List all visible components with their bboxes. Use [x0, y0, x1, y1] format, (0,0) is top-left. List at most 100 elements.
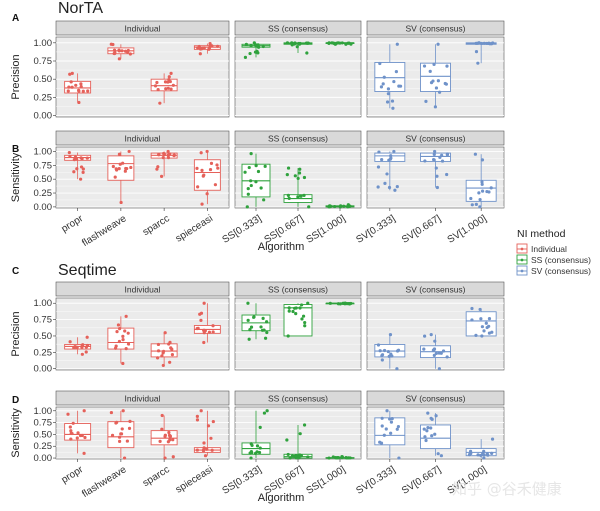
data-point	[479, 41, 484, 46]
data-point	[247, 165, 251, 170]
x-tick-label: propr	[60, 213, 86, 235]
data-point	[434, 351, 438, 356]
facet-strip-label: Individual	[125, 285, 161, 295]
data-point	[125, 439, 129, 443]
data-point	[73, 344, 77, 349]
x-tick-label: flashweave	[80, 464, 129, 500]
legend-item-label: Individual	[531, 244, 567, 254]
facet-strip	[55, 130, 230, 146]
data-point	[118, 439, 122, 443]
data-point	[444, 82, 448, 86]
data-point	[422, 64, 427, 68]
facet-strip	[55, 281, 230, 297]
data-point	[195, 448, 199, 452]
data-point	[123, 169, 127, 173]
data-point	[195, 166, 199, 170]
data-point	[84, 350, 88, 354]
data-point	[348, 204, 352, 208]
data-point	[202, 446, 206, 450]
section-title: Seqtime	[58, 262, 117, 279]
data-point	[262, 328, 266, 332]
data-point	[243, 55, 248, 59]
data-point	[485, 189, 489, 194]
data-point	[436, 452, 440, 456]
data-point	[259, 186, 263, 190]
data-point	[169, 346, 173, 350]
data-point	[256, 169, 261, 174]
data-point	[477, 191, 481, 195]
data-point	[202, 340, 206, 345]
data-point	[202, 173, 206, 177]
data-point	[201, 46, 205, 50]
data-point	[381, 82, 385, 86]
data-point	[285, 173, 289, 177]
data-point	[340, 41, 344, 45]
data-point	[119, 200, 123, 205]
data-point	[383, 181, 387, 185]
data-point	[80, 345, 84, 349]
data-point	[117, 326, 122, 331]
data-point	[293, 174, 297, 178]
data-point	[127, 426, 132, 430]
data-point	[128, 52, 132, 56]
data-point	[345, 302, 349, 306]
data-point	[80, 352, 84, 356]
facet-strip-label: SV (consensus)	[406, 24, 466, 34]
data-point	[480, 158, 485, 162]
data-point	[168, 434, 172, 438]
data-point	[163, 456, 167, 460]
data-point	[377, 150, 381, 154]
facet-strip-label: SV (consensus)	[406, 394, 466, 404]
y-tick-label: 0.75	[34, 160, 53, 171]
data-point	[197, 44, 201, 49]
data-point	[123, 49, 128, 53]
data-point	[265, 320, 269, 324]
data-point	[115, 420, 119, 424]
data-point	[66, 89, 70, 93]
box-iqr	[283, 304, 313, 337]
data-point	[341, 301, 345, 305]
x-tick-label: SV[0.333]	[354, 464, 397, 497]
data-point	[123, 329, 127, 333]
data-point	[166, 86, 170, 90]
data-point	[424, 438, 428, 443]
data-point	[437, 367, 441, 371]
data-point	[67, 85, 71, 89]
data-point	[166, 149, 170, 154]
legend-key-point	[520, 269, 524, 273]
data-point	[379, 85, 384, 89]
data-point	[208, 44, 212, 48]
data-point	[169, 71, 173, 75]
data-point	[395, 42, 399, 46]
data-point	[482, 41, 486, 45]
data-point	[253, 43, 257, 47]
data-point	[485, 452, 489, 456]
data-point	[432, 62, 436, 66]
legend-key-point	[520, 258, 524, 262]
data-point	[386, 87, 391, 91]
data-point	[161, 363, 165, 368]
data-point	[206, 424, 211, 428]
data-point	[244, 42, 248, 47]
data-point	[388, 157, 393, 161]
panel-letter-A: A	[12, 13, 19, 24]
data-point	[327, 456, 331, 460]
data-point	[200, 202, 204, 206]
data-point	[305, 51, 309, 55]
data-point	[433, 149, 437, 154]
data-point	[67, 150, 71, 155]
box-iqr	[420, 152, 451, 162]
data-point	[166, 155, 171, 160]
data-point	[336, 302, 341, 306]
data-point	[445, 153, 450, 157]
data-point	[474, 202, 478, 206]
legend-item-label: SS (consensus)	[531, 255, 591, 265]
data-point	[207, 47, 211, 51]
data-point	[205, 192, 209, 196]
data-point	[379, 441, 384, 445]
data-point	[211, 324, 215, 328]
y-tick-label: 1.00	[34, 146, 53, 157]
data-point	[378, 61, 382, 66]
data-point	[117, 435, 122, 439]
